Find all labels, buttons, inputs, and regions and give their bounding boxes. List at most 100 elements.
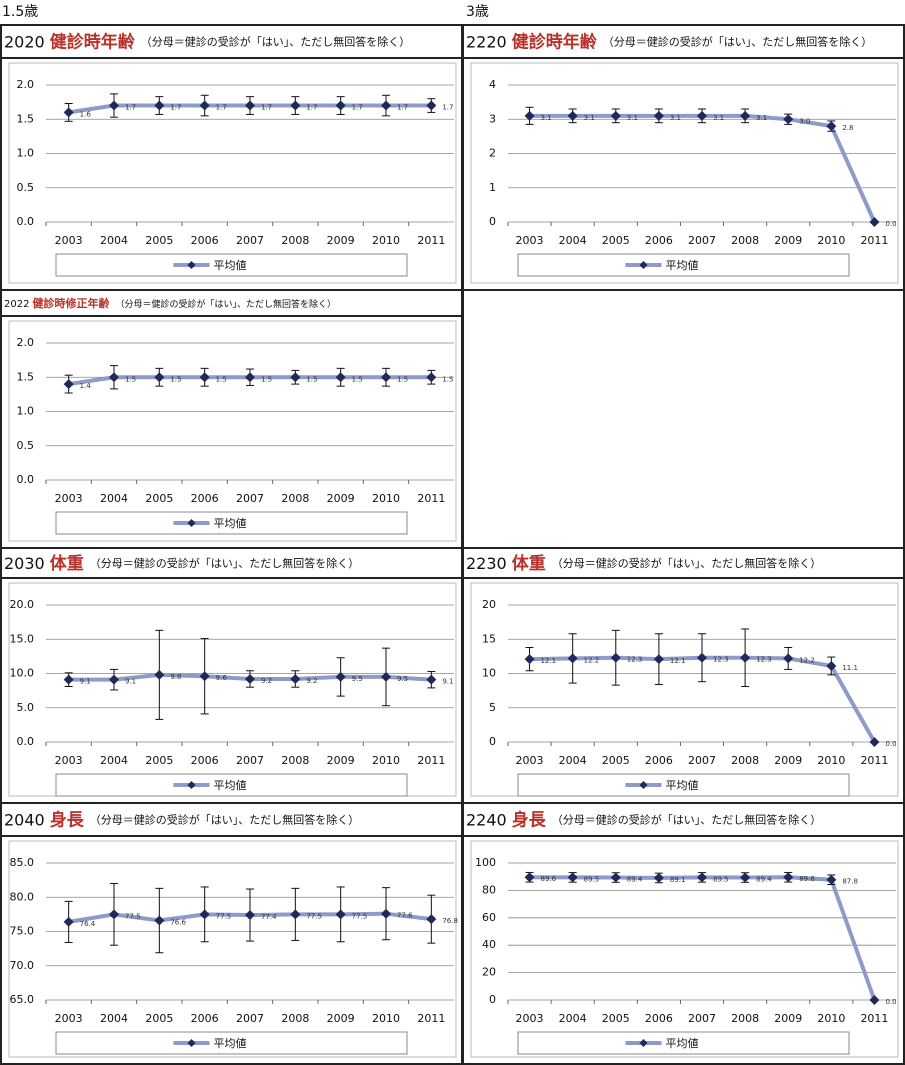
value-label: 89.6 <box>541 875 557 883</box>
y-tick-label: 0.5 <box>17 181 35 194</box>
marker <box>381 908 391 919</box>
marker <box>610 652 621 663</box>
chart-code: 2022 <box>4 299 29 310</box>
marker <box>154 915 165 926</box>
x-tick-label: 2004 <box>559 754 587 767</box>
value-label: 1.7 <box>261 104 272 112</box>
marker <box>199 372 210 383</box>
value-label: 89.4 <box>756 876 772 884</box>
value-label: 89.1 <box>670 876 686 884</box>
legend-label: 平均値 <box>666 259 699 272</box>
panel-title: 2022 健診時修正年齢 （分母＝健診の受診が「はい」、ただし無回答を除く） <box>4 296 336 310</box>
x-tick-label: 2004 <box>100 1012 128 1025</box>
marker <box>653 872 664 883</box>
chart-subtitle: （分母＝健診の受診が「はい」、ただし無回答を除く） <box>552 813 822 827</box>
panel <box>0 802 463 1065</box>
value-label: 12.2 <box>799 656 815 664</box>
x-tick-label: 2004 <box>100 234 128 247</box>
chart-subtitle: （分母＝健診の受診が「はい」、ただし無回答を除く） <box>141 35 411 49</box>
chart-area <box>8 62 457 284</box>
chart-title: 体重 <box>512 553 546 574</box>
y-tick-label: 0.0 <box>17 473 35 486</box>
y-tick-label: 0 <box>489 993 496 1006</box>
marker <box>524 654 535 665</box>
y-tick-label: 100 <box>475 856 496 869</box>
value-label: 1.5 <box>125 375 136 383</box>
marker <box>783 114 794 125</box>
legend-box <box>55 773 408 797</box>
marker <box>869 737 880 747</box>
x-tick-label: 2010 <box>372 754 400 767</box>
legend-label: 平均値 <box>214 259 247 272</box>
value-label: 9.8 <box>170 673 181 681</box>
marker <box>610 872 621 883</box>
value-label: 3.1 <box>584 114 595 122</box>
y-tick-label: 75.0 <box>10 925 35 938</box>
x-tick-label: 2009 <box>774 754 802 767</box>
x-tick-label: 2005 <box>145 754 173 767</box>
marker <box>869 217 880 227</box>
marker <box>245 910 255 921</box>
value-label: 77.6 <box>397 912 413 920</box>
y-tick-label: 2.0 <box>17 78 35 91</box>
y-tick-label: 20.0 <box>10 598 35 611</box>
marker <box>154 669 165 680</box>
marker <box>697 110 707 121</box>
x-tick-label: 2003 <box>516 754 544 767</box>
value-label: 9.1 <box>442 678 453 686</box>
marker <box>381 100 391 111</box>
marker <box>335 100 346 111</box>
value-label: 9.2 <box>261 677 272 685</box>
value-label: 77.5 <box>306 912 322 920</box>
panel <box>462 547 905 804</box>
value-label: 1.5 <box>261 375 272 383</box>
panel <box>462 24 905 291</box>
y-tick-label: 3 <box>489 112 496 125</box>
chart-subtitle: （分母＝健診の受診が「はい」、ただし無回答を除く） <box>603 35 873 49</box>
marker <box>63 379 74 390</box>
x-tick-label: 2008 <box>731 234 759 247</box>
marker <box>199 671 210 682</box>
chart-title: 身長 <box>512 810 547 831</box>
x-tick-label: 2005 <box>145 1012 173 1025</box>
chart-code: 2040 <box>4 810 45 829</box>
y-tick-label: 80 <box>482 883 496 896</box>
value-label: 12.3 <box>756 656 772 664</box>
x-tick-label: 2008 <box>281 492 309 505</box>
x-tick-label: 2005 <box>602 234 630 247</box>
marker <box>245 372 255 383</box>
x-tick-label: 2003 <box>516 1012 544 1025</box>
x-tick-label: 2011 <box>860 1012 888 1025</box>
value-label: 76.8 <box>442 917 458 925</box>
y-tick-label: 4 <box>489 78 496 91</box>
panel-title: 2240 身長 （分母＝健診の受診が「はい」、ただし無回答を除く） <box>466 810 821 831</box>
value-label: 1.5 <box>306 375 317 383</box>
value-label: 3.1 <box>713 114 724 122</box>
chart-area <box>470 62 899 284</box>
marker <box>697 872 707 883</box>
marker <box>740 872 751 883</box>
x-tick-label: 2006 <box>191 492 219 505</box>
legend-label: 平均値 <box>214 779 247 792</box>
y-tick-label: 80.0 <box>10 890 35 903</box>
marker <box>524 110 535 121</box>
x-tick-label: 2010 <box>817 234 845 247</box>
x-tick-label: 2011 <box>860 754 888 767</box>
x-tick-label: 2007 <box>688 234 716 247</box>
chart-code: 2020 <box>4 32 45 51</box>
chart-subtitle: （分母＝健診の受診が「はい」、ただし無回答を除く） <box>115 298 336 310</box>
x-tick-label: 2010 <box>817 754 845 767</box>
x-tick-label: 2003 <box>55 492 83 505</box>
y-tick-label: 2 <box>489 147 496 160</box>
panel <box>0 289 463 549</box>
x-tick-label: 2010 <box>372 492 400 505</box>
y-tick-label: 1.5 <box>17 112 35 125</box>
x-tick-label: 2008 <box>731 1012 759 1025</box>
x-tick-label: 2004 <box>559 234 587 247</box>
marker <box>290 909 301 920</box>
legend-box <box>517 253 850 277</box>
y-tick-label: 70.0 <box>10 959 35 972</box>
x-tick-label: 2003 <box>55 754 83 767</box>
marker <box>199 909 210 920</box>
x-tick-label: 2009 <box>327 1012 355 1025</box>
